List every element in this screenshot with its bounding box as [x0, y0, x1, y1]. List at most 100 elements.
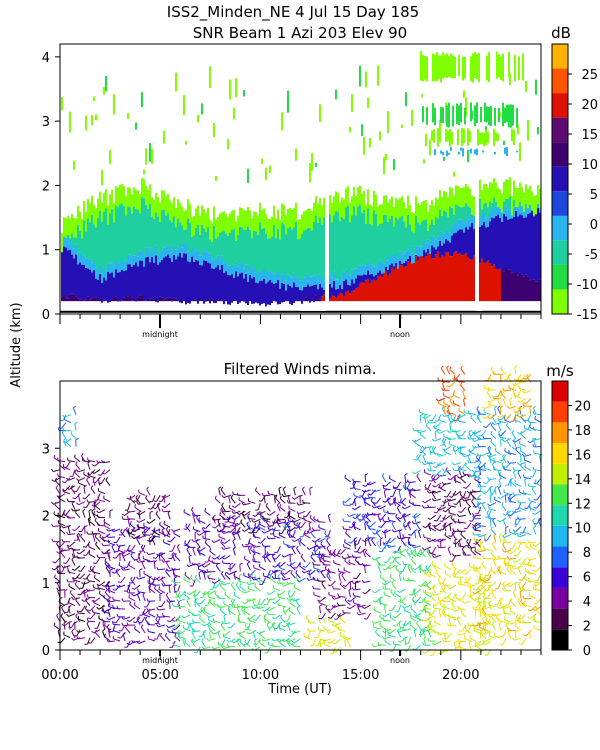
- wind-barb: [94, 632, 101, 639]
- wind-barb: [185, 525, 191, 532]
- wind-barb: [348, 590, 351, 598]
- winds-x-tick-label: 15:00: [342, 668, 379, 683]
- winds-colorbar-tick-label: 8: [583, 546, 591, 561]
- wind-barb: [144, 608, 151, 615]
- wind-barb: [83, 589, 91, 594]
- wind-barb: [429, 463, 432, 471]
- wind-barb: [209, 601, 216, 608]
- wind-barb: [220, 585, 226, 592]
- wind-barb: [108, 630, 111, 638]
- wind-barb: [148, 631, 156, 634]
- snr-plot-area: [60, 50, 541, 313]
- wind-barb: [362, 489, 367, 497]
- wind-barb: [389, 478, 396, 483]
- wind-barb: [198, 563, 206, 567]
- wind-barb: [208, 619, 216, 624]
- wind-barb: [386, 499, 392, 507]
- wind-barb: [160, 635, 166, 642]
- wind-barb: [438, 632, 446, 636]
- wind-barb: [363, 489, 371, 493]
- wind-barb: [504, 618, 512, 623]
- wind-barb: [88, 474, 96, 479]
- wind-barb: [68, 547, 76, 551]
- wind-barb: [428, 614, 436, 618]
- snr-colorbar-swatch: [552, 117, 568, 143]
- wind-barb: [252, 631, 256, 639]
- wind-barb: [237, 532, 241, 540]
- wind-barb: [393, 488, 401, 491]
- wind-barb: [470, 549, 477, 556]
- wind-barb: [418, 566, 422, 574]
- wind-barb: [338, 574, 341, 582]
- wind-barb: [369, 481, 376, 486]
- wind-barb: [410, 607, 417, 614]
- wind-barb: [479, 631, 482, 639]
- wind-barb: [61, 565, 66, 573]
- wind-barb: [233, 510, 241, 514]
- wind-barb: [504, 495, 507, 503]
- wind-barb: [203, 610, 211, 616]
- wind-barb: [490, 569, 497, 575]
- wind-barb: [53, 525, 61, 527]
- wind-barb: [523, 492, 531, 496]
- wind-barb: [123, 616, 131, 620]
- wind-barb: [230, 584, 236, 592]
- wind-barb: [453, 520, 461, 524]
- wind-barb: [276, 515, 281, 523]
- wind-barb: [253, 577, 261, 581]
- wind-barb: [423, 462, 431, 466]
- wind-barb: [63, 634, 71, 639]
- wind-barb: [103, 521, 111, 527]
- wind-barb: [94, 504, 101, 511]
- wind-barb: [443, 407, 446, 415]
- wind-barb: [224, 539, 231, 544]
- wind-barb: [438, 402, 446, 407]
- wind-barb: [209, 631, 211, 639]
- wind-barb: [441, 577, 447, 584]
- wind-barb: [166, 528, 171, 536]
- wind-barb: [75, 512, 81, 519]
- wind-barb: [84, 493, 91, 500]
- wind-barb: [276, 504, 281, 512]
- wind-barb: [449, 381, 456, 388]
- wind-barb: [254, 525, 261, 531]
- wind-barb: [68, 533, 76, 536]
- wind-barb: [239, 586, 246, 592]
- wind-barb: [473, 514, 481, 517]
- wind-barb: [268, 598, 276, 601]
- wind-barb: [519, 405, 527, 410]
- wind-barb: [257, 598, 261, 606]
- wind-barb: [529, 594, 537, 599]
- wind-barb: [118, 564, 126, 570]
- wind-barb: [269, 606, 276, 612]
- wind-barb: [148, 552, 156, 556]
- wind-barb: [56, 567, 61, 574]
- wind-barb: [318, 629, 326, 632]
- wind-barb: [408, 544, 416, 547]
- wind-barb: [248, 582, 256, 586]
- wind-barb: [413, 504, 421, 507]
- wind-barb: [384, 529, 391, 534]
- wind-barb: [467, 508, 472, 516]
- wind-barb: [475, 568, 482, 575]
- wind-barb: [482, 602, 487, 610]
- wind-barb: [208, 638, 216, 641]
- wind-barb: [393, 529, 401, 533]
- wind-barb: [434, 522, 442, 528]
- wind-barb: [514, 482, 522, 488]
- wind-barb: [355, 513, 361, 519]
- wind-barb: [230, 526, 236, 533]
- wind-barb: [343, 569, 351, 574]
- wind-barb: [230, 563, 236, 570]
- wind-barb: [208, 596, 216, 600]
- wind-barb: [65, 461, 71, 468]
- wind-barb: [72, 408, 77, 415]
- wind-barb: [373, 505, 381, 509]
- wind-barb: [468, 642, 472, 650]
- wind-barb: [363, 497, 371, 500]
- wind-barb: [509, 531, 517, 536]
- wind-barb: [74, 525, 81, 532]
- wind-barb: [75, 463, 81, 471]
- wind-barb: [455, 596, 462, 602]
- wind-barb: [227, 607, 231, 615]
